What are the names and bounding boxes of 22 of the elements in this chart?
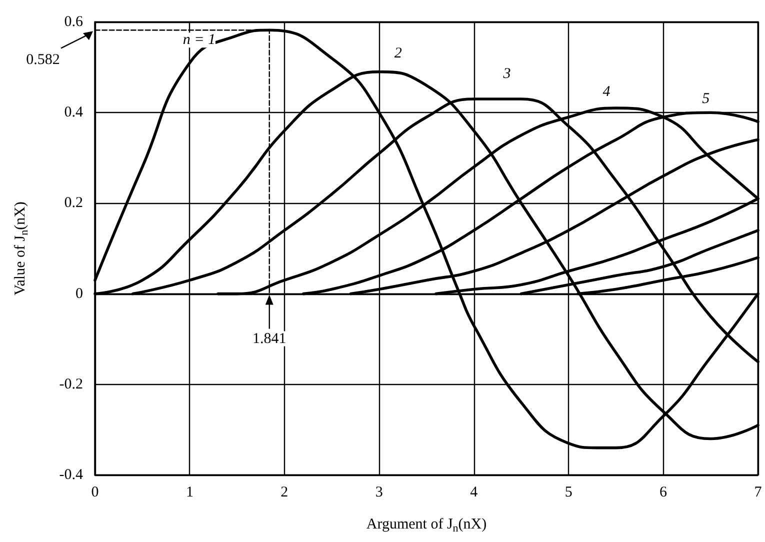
- annotation: 4: [602, 84, 611, 100]
- y-tick-label: 0: [76, 286, 83, 302]
- y-tick-label: 0.4: [64, 104, 84, 121]
- x-tick-label: 5: [564, 484, 572, 500]
- annotation: 0.582: [26, 52, 60, 68]
- y-tick-label: 0.2: [64, 195, 83, 212]
- x-tick-label: 6: [660, 484, 668, 500]
- x-tick-label: 2: [280, 484, 288, 500]
- y-tick-label: 0.6: [64, 14, 84, 30]
- annotation: n = 1: [182, 32, 216, 48]
- x-tick-label: 3: [375, 484, 383, 500]
- annotation: 1.841: [252, 330, 286, 347]
- x-tick-label: 7: [754, 484, 762, 500]
- annotation: 2: [394, 46, 402, 62]
- x-tick-label: 4: [470, 484, 478, 500]
- y-tick-label: -0.4: [59, 467, 84, 483]
- annotation: 5: [702, 91, 710, 108]
- x-tick-label: 0: [91, 484, 99, 500]
- y-axis-title: Value of Jn(nX): [12, 202, 30, 296]
- y-tick-label: -0.2: [59, 376, 83, 392]
- x-tick-label: 1: [186, 484, 194, 500]
- annotation: 3: [502, 66, 511, 82]
